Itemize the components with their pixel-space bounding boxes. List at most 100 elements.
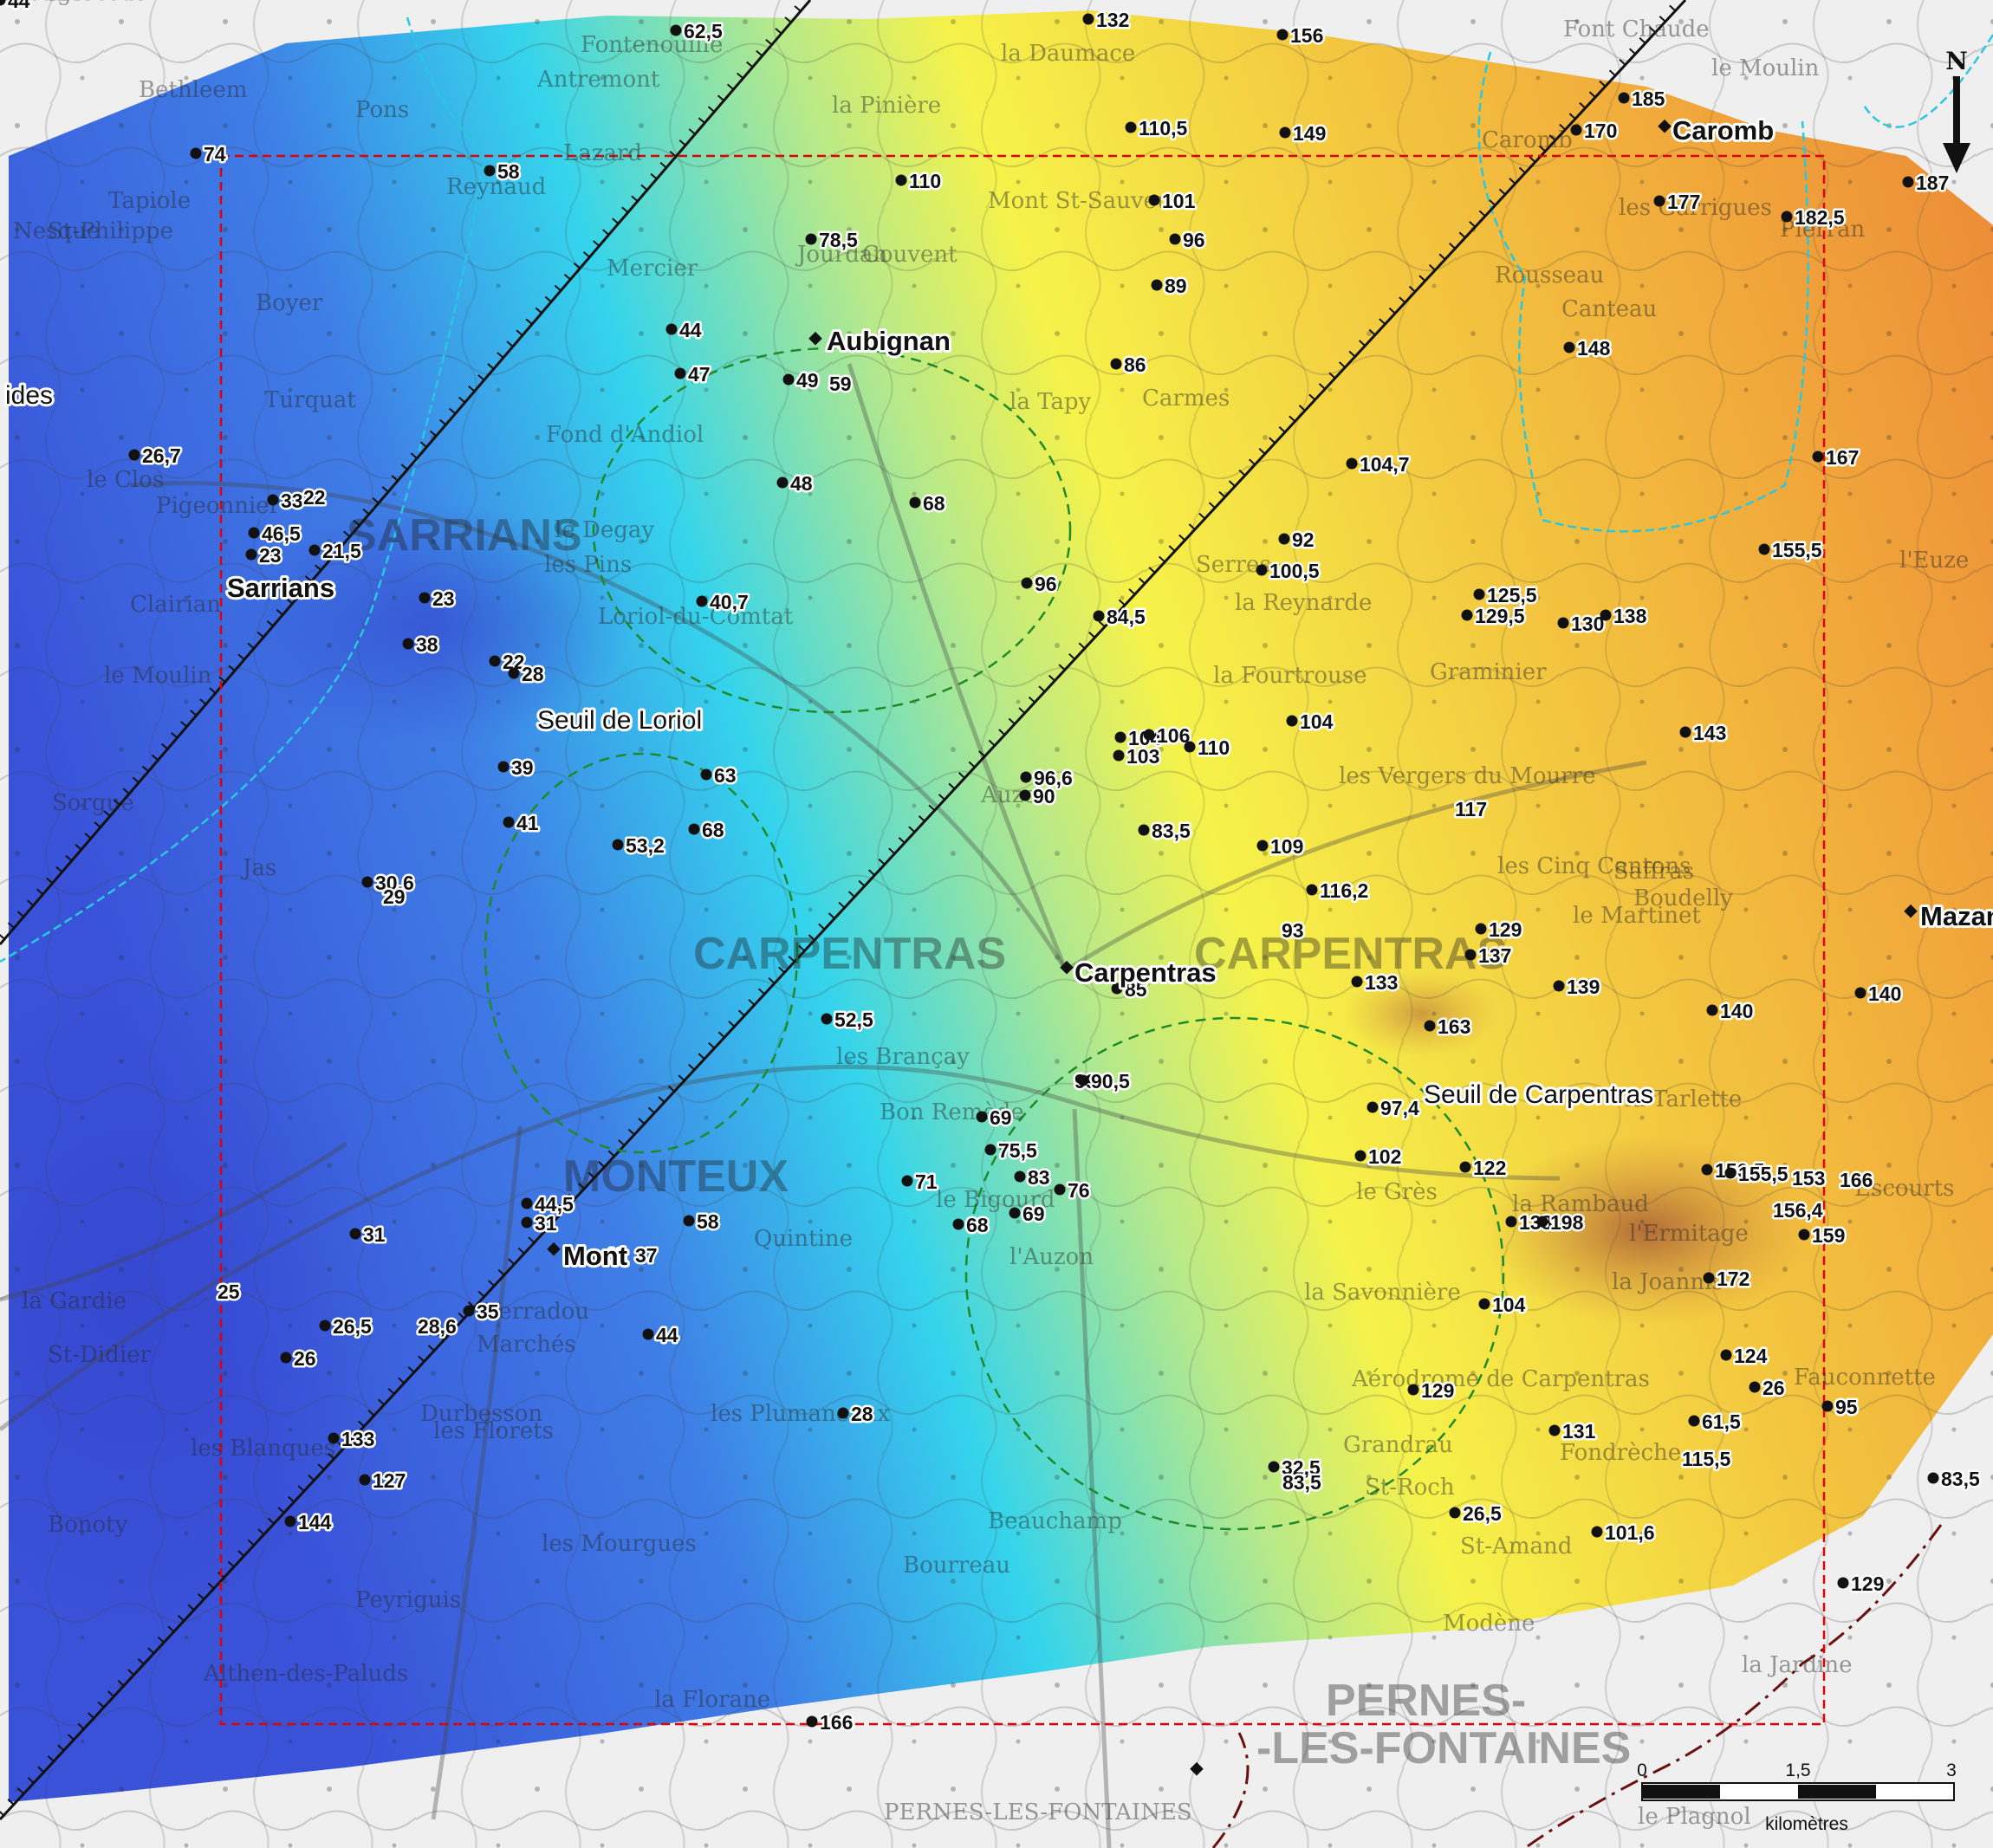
basemap-label: la Daumace — [1001, 41, 1135, 67]
basemap-label: les Blanques — [191, 1436, 335, 1462]
measurement-dot — [1758, 543, 1770, 555]
fault-tick — [794, 5, 802, 12]
measurement-dot — [952, 1218, 964, 1230]
measurement-value: 71 — [915, 1170, 938, 1193]
fault-tick — [908, 826, 916, 833]
fault-tick — [419, 441, 427, 448]
fault-tick — [640, 184, 648, 191]
measurement-dot — [245, 548, 257, 561]
basemap-label: Jas — [240, 855, 276, 881]
fault-tick — [308, 1474, 315, 1482]
measurement-point: 46,5 — [248, 521, 302, 548]
measurement-point: 69 — [976, 1105, 1014, 1131]
fault-tick — [1048, 674, 1055, 682]
measurement-dot — [1473, 588, 1485, 600]
annotations: Seuil de Loriol Seuil de Carpentras — [535, 704, 1656, 1112]
fault-tick — [1428, 263, 1436, 271]
measurement-point: 23 — [419, 586, 457, 613]
fault-tick — [237, 653, 245, 661]
fault-tick — [247, 642, 255, 650]
measurement-value: 92 — [1292, 528, 1315, 551]
measurement-dot — [1553, 980, 1565, 992]
fault-tick — [847, 891, 855, 898]
town-aubignan: Aubignan — [808, 323, 953, 359]
measurement-point: 44,5 — [521, 1191, 575, 1218]
measurement-point: 92 — [1278, 527, 1316, 554]
measurement-point: 133 — [328, 1426, 377, 1453]
measurement-point: 96 — [1169, 227, 1207, 254]
scale-tick: 1,5 — [1785, 1760, 1810, 1780]
measurement-point: 25 — [216, 1279, 243, 1306]
measurement-value: 104 — [1492, 1294, 1526, 1316]
measurement-point: 93 — [1280, 918, 1307, 944]
basemap-label: les Mourgues — [542, 1531, 697, 1557]
fault-tick — [77, 1722, 85, 1730]
measurement-dot — [248, 527, 260, 539]
fault-tick — [1178, 534, 1186, 541]
scale-tick: 3 — [1946, 1760, 1957, 1780]
town-mont: Mont — [547, 1238, 630, 1274]
measurement-dot — [1927, 1472, 1939, 1484]
fault-tick — [256, 631, 264, 639]
measurement-value: 110 — [1198, 736, 1230, 759]
measurement-dot — [1113, 749, 1125, 762]
basemap-label: Durbesson — [420, 1401, 542, 1427]
measurement-point: 38 — [402, 632, 440, 658]
fault-tick — [698, 117, 705, 124]
measurement-point: 125,5 — [1473, 582, 1539, 609]
basemap-label: Marchés — [477, 1332, 576, 1358]
measurement-value: 149 — [1293, 122, 1326, 145]
basemap-label: Lazard — [563, 140, 642, 166]
measurement-dot — [901, 1175, 913, 1187]
measurement-value: 104 — [1300, 710, 1334, 733]
fault-tick — [84, 833, 92, 840]
measurement-dot — [1111, 982, 1123, 995]
fault-tick — [588, 1171, 595, 1179]
measurement-point: 103 — [1113, 743, 1162, 770]
basemap-label: la Florane — [654, 1687, 770, 1713]
fault-tick — [228, 665, 236, 671]
measurement-points: 62,5 132 156 185 170 74 58 110,5 149 110 101 177 182… — [0, 0, 1982, 1736]
measurement-value: 26 — [294, 1347, 316, 1370]
measurement-value: 156,4 — [1773, 1199, 1823, 1222]
north-label: N — [1945, 47, 1968, 75]
measurement-point: 131 — [1548, 1418, 1598, 1445]
fault-tick — [1379, 318, 1386, 325]
measurement-dot — [419, 592, 431, 604]
measurement-dot — [1114, 731, 1126, 743]
measurement-point: 37 — [633, 1242, 660, 1269]
fault-tick — [1619, 58, 1626, 66]
measurement-value: 127 — [373, 1469, 406, 1492]
measurement-value: 83,5 — [1152, 820, 1191, 842]
fault-tick — [1108, 610, 1116, 617]
fault-tick — [658, 1096, 665, 1103]
measurement-point: 68 — [952, 1212, 990, 1239]
measurement-dot — [484, 165, 496, 177]
measurement-dot — [1077, 1074, 1089, 1086]
fault-tick — [187, 1604, 195, 1611]
fault-tick — [127, 1669, 135, 1676]
fault-tick — [968, 761, 976, 768]
measurement-value: 131 — [1562, 1420, 1596, 1443]
measurement-dot — [976, 1111, 988, 1123]
measurement-point: 129 — [1475, 917, 1524, 943]
fault-tick — [1238, 469, 1246, 477]
fault-tick — [357, 1420, 365, 1428]
measurement-dot — [612, 839, 624, 851]
measurement-value: 22 — [303, 486, 326, 509]
measurement-point: 71 — [901, 1169, 939, 1196]
measurement-value: 63 — [714, 764, 737, 787]
basemap-label: Jourdan — [795, 242, 887, 268]
measurement-value: 110,5 — [1139, 117, 1187, 139]
measurement-value: 133 — [341, 1428, 374, 1450]
fault-tick — [487, 363, 495, 370]
basemap-label: l'Auzon — [1009, 1244, 1094, 1270]
measurement-dot — [776, 477, 789, 489]
basemap-label: la Fourtrouse — [1213, 663, 1367, 689]
measurement-point: 21,5 — [308, 538, 363, 565]
measurement-value: 86 — [1124, 353, 1146, 376]
fault-tick — [267, 1517, 275, 1525]
measurement-dot — [670, 24, 682, 36]
measurement-point: 58 — [683, 1209, 721, 1235]
measurement-value: 76 — [1068, 1179, 1090, 1202]
